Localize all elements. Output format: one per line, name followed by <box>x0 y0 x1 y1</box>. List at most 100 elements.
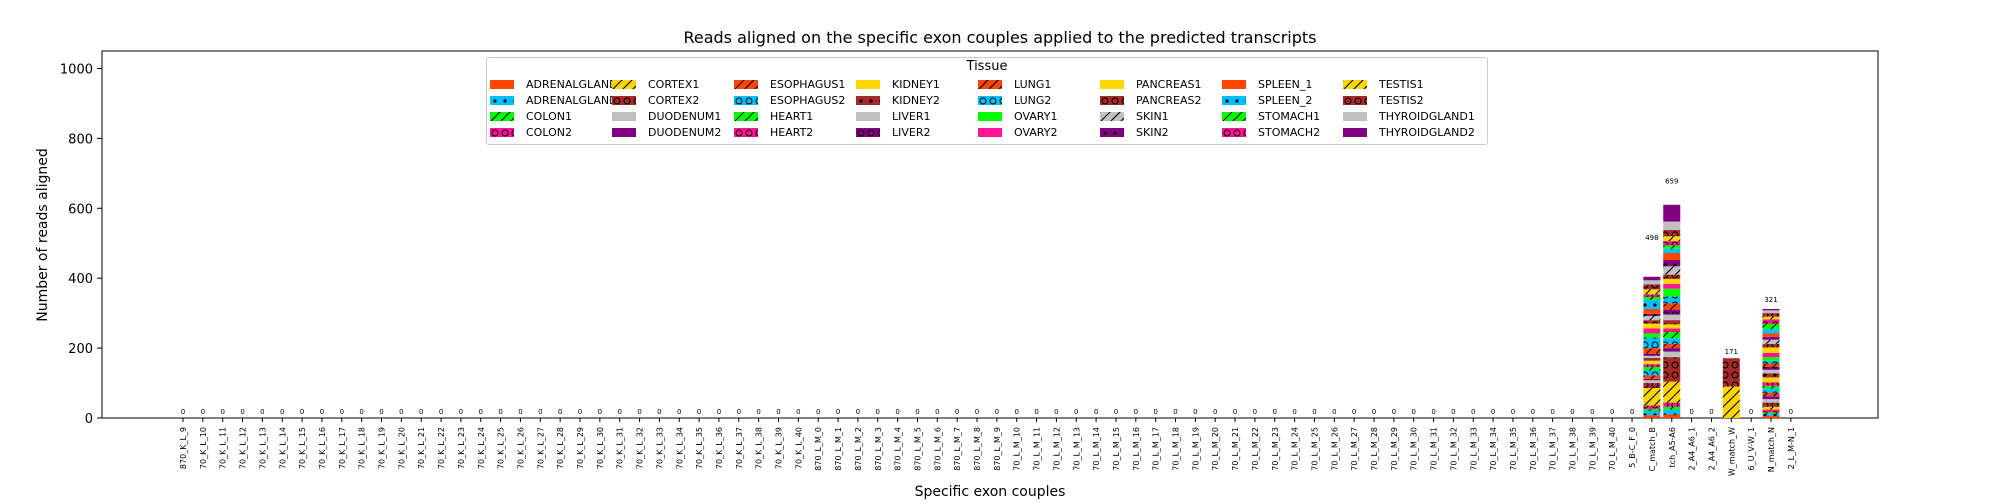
bar-segment <box>1663 406 1681 410</box>
bar-total-label: 0 <box>220 408 224 416</box>
legend-swatch <box>856 128 880 137</box>
bar-total-label: 0 <box>1550 408 1554 416</box>
legend-title: Tissue <box>966 59 1008 74</box>
bar-total-label: 0 <box>1451 408 1455 416</box>
bar-total-label: 0 <box>717 408 721 416</box>
legend-label: OVARY1 <box>1014 110 1058 123</box>
bar-total-label: 0 <box>538 408 542 416</box>
x-tick-label: 70_L_M_23 <box>1271 427 1280 471</box>
legend-label: LIVER1 <box>892 110 931 123</box>
x-tick-label: 2_A4_A6_2 <box>1707 427 1716 470</box>
bar-total-label: 0 <box>498 408 502 416</box>
bar-segment <box>1762 316 1780 320</box>
x-tick-label: 70_K_L_23 <box>457 427 466 469</box>
y-tick-label: 800 <box>68 132 93 147</box>
bar-total-label: 0 <box>1689 408 1693 416</box>
legend-swatch <box>734 80 758 89</box>
x-tick-label: 70_K_L_38 <box>755 427 764 469</box>
x-tick-label: 70_L_M_12 <box>1052 427 1061 471</box>
legend-swatch <box>612 80 636 89</box>
x-tick-label: 70_L_M_39 <box>1588 427 1597 471</box>
bar-total-label: 0 <box>1014 408 1018 416</box>
bar-segment <box>1663 357 1681 382</box>
bar-segment <box>1643 280 1661 285</box>
legend-label: STOMACH1 <box>1258 110 1321 123</box>
ticks: 0 200 400 600 800 1000 870_K_L_9 70_K_L_10 70_K_… <box>60 62 1796 476</box>
bar-segment <box>1663 266 1681 275</box>
x-tick-label: tch_A5-A6 <box>1668 427 1677 467</box>
bar-total-label: 0 <box>1411 408 1415 416</box>
bar-segment <box>1643 315 1661 321</box>
bar-total-label: 0 <box>1193 408 1197 416</box>
bar-segment <box>1663 229 1681 237</box>
x-tick-label: 70_K_L_30 <box>596 427 605 469</box>
x-tick-label: 70_K_L_35 <box>695 427 704 469</box>
bar-segment <box>1663 402 1681 407</box>
bar-segment <box>1762 415 1780 418</box>
bar-total-label: 0 <box>1233 408 1237 416</box>
bar-segment <box>1663 324 1681 329</box>
bar-segment <box>1762 388 1780 393</box>
bar-segment <box>1762 402 1780 407</box>
bar-segment <box>1643 333 1661 338</box>
bar-segment <box>1762 308 1780 311</box>
bar-total-label: 0 <box>359 408 363 416</box>
bar-total-label: 0 <box>419 408 423 416</box>
legend-label: TESTIS2 <box>1379 94 1424 107</box>
y-tick-label: 200 <box>68 342 93 357</box>
bar-segment <box>1643 353 1661 356</box>
bar-segment <box>1663 241 1681 246</box>
legend-swatch <box>1343 112 1367 121</box>
legend-swatch <box>978 128 1002 137</box>
bar-total-label: 0 <box>1590 408 1594 416</box>
x-tick-label: 70_L_M_20 <box>1211 427 1220 471</box>
bar-segment <box>1762 412 1780 414</box>
legend-label: ESOPHAGUS2 <box>770 94 846 107</box>
bar-segment <box>1643 383 1661 388</box>
bar-segment <box>1663 253 1681 261</box>
legend-swatch <box>1343 80 1367 89</box>
legend-swatch <box>1343 96 1367 105</box>
bar-total-label: 0 <box>518 408 522 416</box>
bar-segment <box>1762 323 1780 330</box>
bar-segment <box>1643 380 1661 384</box>
legend-label: DUODENUM2 <box>648 126 722 139</box>
bar-segment <box>1643 364 1661 367</box>
bar-segment <box>1663 343 1681 349</box>
bar-segment <box>1643 328 1661 334</box>
bar-total-label: 0 <box>1372 408 1376 416</box>
bar-total-label: 0 <box>260 408 264 416</box>
bar-segment <box>1663 204 1681 222</box>
x-tick-label: 70_L_M_11 <box>1033 427 1042 471</box>
bar-segment <box>1643 348 1661 354</box>
x-tick-label: 70_L_M_22 <box>1251 427 1260 471</box>
legend-label: LUNG1 <box>1014 78 1052 91</box>
legend-swatch <box>1100 80 1124 89</box>
bar-total-label: 0 <box>617 408 621 416</box>
bar-segment <box>1643 370 1661 376</box>
legend-label: LUNG2 <box>1014 94 1052 107</box>
legend-swatch <box>490 96 514 105</box>
y-tick-label: 400 <box>68 272 93 287</box>
bar-total-label: 0 <box>1134 408 1138 416</box>
x-tick-label: 70_L_M_26 <box>1330 427 1339 471</box>
legend-swatch <box>856 96 880 105</box>
bar-segment <box>1722 386 1740 418</box>
bar-segment <box>1643 323 1661 329</box>
x-tick-label: 70_L_M_13 <box>1072 427 1081 471</box>
legend-label: STOMACH2 <box>1258 126 1321 139</box>
bar-total-label: 0 <box>876 408 880 416</box>
bar-total-label: 0 <box>399 408 403 416</box>
bar-segment <box>1762 352 1780 358</box>
bar-segment <box>1643 313 1661 316</box>
legend-label: SKIN1 <box>1136 110 1169 123</box>
bar-total-label: 0 <box>796 408 800 416</box>
bar-total-label: 0 <box>935 408 939 416</box>
x-tick-label: 70_L_M_15 <box>1112 427 1121 471</box>
x-tick-label: 70_L_M_25 <box>1310 427 1319 471</box>
y-tick-label: 0 <box>85 412 93 427</box>
bar-segment <box>1643 375 1661 379</box>
x-tick-label: 70_L_M_18 <box>1172 427 1181 471</box>
bar-segment <box>1643 337 1661 349</box>
bar-segment <box>1762 360 1780 364</box>
